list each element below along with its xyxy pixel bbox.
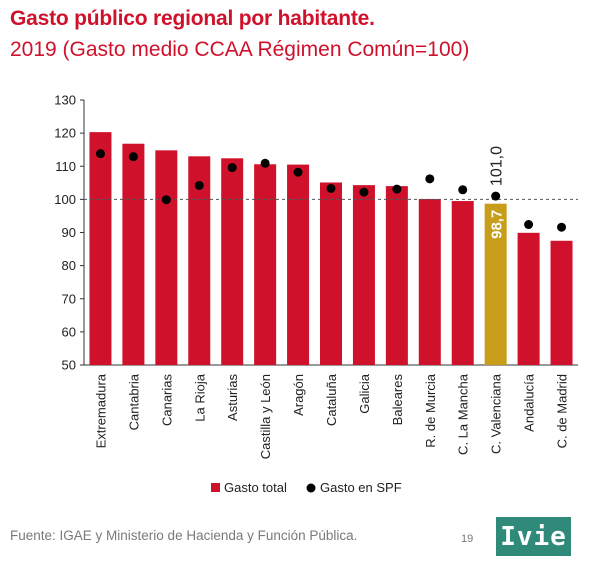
y-tick-label: 130	[54, 93, 76, 108]
bar	[89, 132, 112, 365]
dot	[425, 174, 435, 184]
category-label: R. de Murcia	[423, 373, 438, 447]
y-tick-label: 80	[62, 258, 76, 273]
legend-swatch-dot	[306, 483, 316, 493]
bar-value-label: 98,7	[489, 210, 506, 239]
chart-subtitle: 2019 (Gasto medio CCAA Régimen Común=100…	[10, 38, 470, 61]
y-tick-label: 50	[62, 358, 76, 373]
y-tick-label: 120	[54, 126, 76, 141]
bar	[287, 164, 310, 365]
category-label: Castilla y León	[258, 374, 273, 459]
page-number: 19	[461, 533, 474, 545]
bar	[451, 201, 474, 365]
bar	[418, 199, 441, 365]
dot	[524, 220, 534, 230]
category-label: C. de Madrid	[555, 374, 570, 448]
legend-label: Gasto en SPF	[320, 480, 402, 495]
dot	[161, 195, 171, 205]
chart-title: Gasto público regional por habitante.	[10, 7, 375, 30]
y-tick-label: 70	[62, 291, 76, 306]
bar-chart: 50 60 70 80 90 100 110 120 130 Extremadura Cantabr…	[54, 93, 578, 495]
dot	[227, 163, 237, 173]
dot	[128, 152, 138, 162]
dot	[95, 149, 105, 159]
dot	[260, 158, 270, 168]
category-label: Cataluña	[324, 373, 339, 426]
source-note: Fuente: IGAE y Ministerio de Hacienda y …	[10, 528, 358, 543]
legend-label: Gasto total	[224, 480, 287, 495]
dot	[359, 187, 369, 197]
category-label: Canarias	[159, 374, 174, 427]
category-label: Cantabria	[126, 373, 141, 430]
bar	[517, 232, 540, 365]
category-label: Andalucía	[522, 373, 537, 432]
bar	[188, 156, 211, 365]
dot	[392, 184, 402, 194]
bar	[484, 203, 507, 365]
category-label: Galicia	[357, 373, 372, 414]
bar	[385, 186, 408, 365]
category-label: Baleares	[390, 374, 405, 426]
bar	[254, 164, 277, 365]
dot	[293, 167, 303, 177]
bar	[550, 240, 573, 365]
dot	[326, 183, 336, 193]
y-tick-label: 100	[54, 192, 76, 207]
category-label: Asturias	[225, 374, 240, 421]
bar	[320, 182, 342, 365]
dot	[491, 191, 501, 201]
bar	[155, 150, 178, 365]
category-label: Aragón	[291, 374, 306, 416]
category-label: La Rioja	[192, 373, 207, 421]
legend-swatch-bar	[211, 483, 220, 492]
bar	[352, 185, 375, 365]
ivie-logo: Ivie	[496, 517, 571, 556]
y-tick-label: 110	[55, 159, 76, 174]
bar	[122, 143, 145, 365]
category-label: Extremadura	[93, 373, 108, 448]
dot-value-label: 101,0	[489, 146, 506, 186]
y-tick-label: 90	[62, 225, 76, 240]
dot	[557, 222, 567, 232]
bar	[221, 158, 244, 365]
dot	[194, 180, 204, 190]
category-label: C. Valenciana	[489, 373, 504, 454]
y-tick-label: 60	[62, 324, 76, 339]
dot	[458, 185, 468, 195]
category-label: C. La Mancha	[456, 373, 471, 455]
